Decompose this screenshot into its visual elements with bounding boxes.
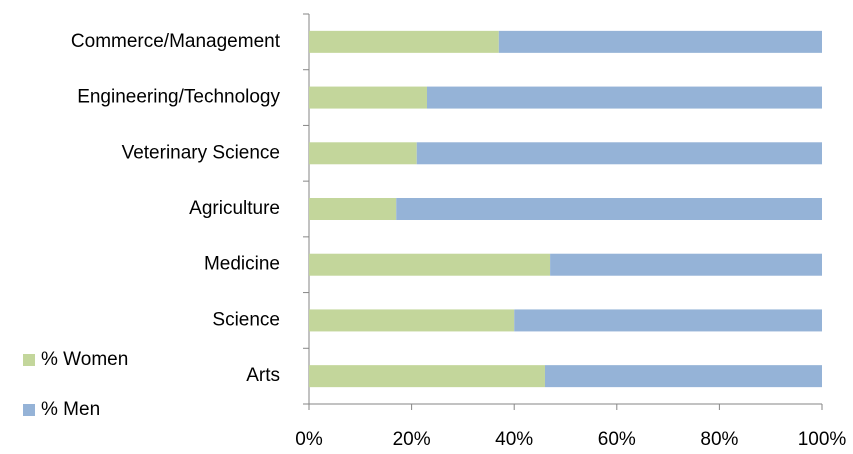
x-tick-label: 0% bbox=[295, 429, 323, 450]
bar-segment bbox=[309, 30, 499, 53]
legend-label: % Women bbox=[41, 349, 128, 370]
legend-label: % Men bbox=[41, 399, 100, 420]
bar-segment bbox=[396, 198, 822, 220]
y-tick-label: Medicine bbox=[204, 254, 280, 275]
bar-segment bbox=[544, 365, 822, 388]
bar-segment bbox=[309, 309, 515, 332]
bar-segment bbox=[498, 30, 822, 53]
bar-segment bbox=[550, 253, 822, 276]
bar-segment bbox=[309, 142, 417, 165]
y-tick-label: Science bbox=[212, 309, 280, 330]
legend-swatch bbox=[23, 404, 35, 416]
bar-segment bbox=[309, 198, 397, 220]
legend-swatch bbox=[23, 354, 35, 366]
x-tick-label: 20% bbox=[393, 429, 431, 450]
y-tick-label: Arts bbox=[246, 365, 280, 386]
x-tick-label: 80% bbox=[700, 429, 738, 450]
bar-segment bbox=[309, 253, 551, 276]
y-tick-label: Engineering/Technology bbox=[77, 87, 280, 108]
y-tick-label: Veterinary Science bbox=[122, 142, 280, 163]
bar-segment bbox=[309, 86, 427, 109]
bar-segment bbox=[309, 365, 545, 388]
bar-segment bbox=[426, 86, 822, 109]
x-tick-label: 60% bbox=[598, 429, 636, 450]
x-tick-label: 100% bbox=[798, 429, 847, 450]
y-tick-label: Agriculture bbox=[189, 198, 280, 219]
y-tick-label: Commerce/Management bbox=[71, 31, 281, 52]
x-tick-label: 40% bbox=[495, 429, 533, 450]
bar-segment bbox=[514, 309, 822, 332]
bar-segment bbox=[416, 142, 822, 165]
